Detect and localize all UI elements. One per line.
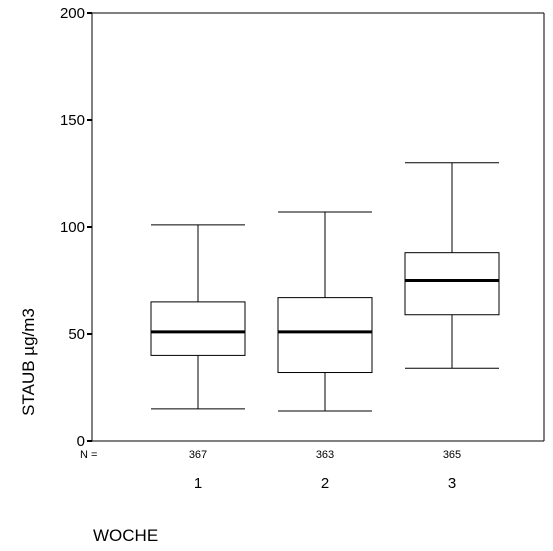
y-tick-label: 200 — [60, 5, 85, 22]
y-axis-title: STAUB µg/m3 — [19, 308, 38, 416]
box-series — [150, 162, 500, 412]
category-label: 2 — [321, 475, 329, 492]
box-1 — [150, 224, 246, 410]
n-label: N = — [80, 449, 97, 461]
category-label: 3 — [448, 475, 456, 492]
y-axis-ticks: 0 50 100 150 200 — [60, 5, 92, 450]
n-value: 363 — [316, 449, 334, 461]
iqr-box — [277, 297, 373, 374]
y-tick-label: 0 — [77, 433, 85, 450]
iqr-box — [404, 252, 500, 316]
x-axis-labels: N = 367 363 365 1 2 3 — [80, 449, 461, 492]
plot-frame — [91, 12, 545, 442]
box-2 — [277, 211, 373, 412]
y-tick-label: 100 — [60, 219, 85, 236]
iqr-box — [150, 301, 246, 356]
n-value: 367 — [189, 449, 207, 461]
category-label: 1 — [194, 475, 202, 492]
n-value: 365 — [443, 449, 461, 461]
x-axis-title: WOCHE — [93, 526, 158, 545]
y-tick-label: 150 — [60, 112, 85, 129]
y-tick-label: 50 — [68, 326, 85, 343]
box-3 — [404, 162, 500, 369]
